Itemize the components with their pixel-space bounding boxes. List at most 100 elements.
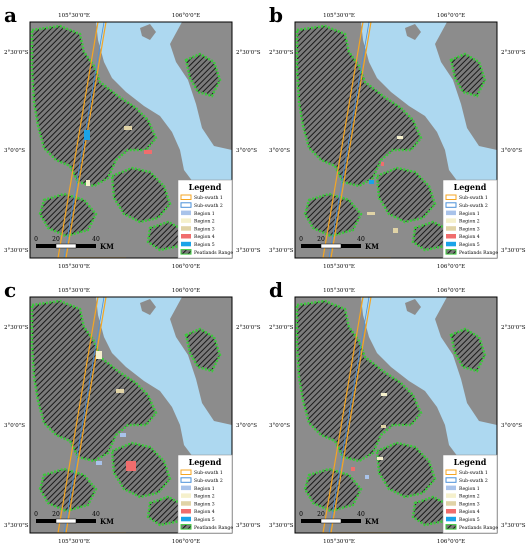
legend-swatch xyxy=(446,493,456,498)
legend-swatch xyxy=(181,241,191,247)
peatlands-range xyxy=(38,467,98,513)
legend-swatch xyxy=(446,509,456,514)
legend-swatch xyxy=(445,469,457,475)
peatlands-range xyxy=(303,467,363,513)
bottom-tick-label: 106°0'0"E xyxy=(172,539,200,545)
region-4-patch xyxy=(351,467,355,471)
legend-swatch xyxy=(181,218,191,223)
bottom-tick-label: 105°30'0"E xyxy=(58,539,90,545)
legend-swatch xyxy=(180,202,192,208)
scale-bar: 0 20 40 KM xyxy=(34,511,114,526)
scale-bar: 0 20 40 KM xyxy=(299,511,379,526)
top-tick-label: 105°30'0"E xyxy=(323,13,355,19)
scale-label: 20 xyxy=(52,236,60,243)
right-tick-label: 2°30'0"S xyxy=(501,325,526,331)
right-tick-label: 3°0'0"S xyxy=(236,423,257,429)
legend-item-label: Sub-swath 1 xyxy=(194,195,223,201)
legend-swatch xyxy=(446,218,456,223)
legend-swatch xyxy=(180,477,192,483)
panel-label: c xyxy=(4,278,16,302)
legend-swatch xyxy=(446,516,456,522)
region-2-patch xyxy=(381,393,387,396)
legend-item-label: Sub-swath 2 xyxy=(459,203,488,209)
legend-title: Legend xyxy=(454,457,487,467)
region-4-patch xyxy=(144,150,152,154)
legend: Legend Sub-swath 1 Sub-swath 2 Region 1 Reg… xyxy=(177,179,233,259)
bottom-tick-label: 106°0'0"E xyxy=(437,264,465,270)
legend-swatch xyxy=(445,202,457,208)
legend-item-label: Sub-swath 2 xyxy=(194,203,223,209)
left-tick-label: 3°30'0"S xyxy=(4,523,29,529)
map-figure: 105°30'0"E 106°0'0"E 105°30'0"E 106°0'0"… xyxy=(4,278,261,545)
bottom-tick-label: 106°0'0"E xyxy=(172,264,200,270)
small-island xyxy=(405,24,421,40)
legend-title: Legend xyxy=(189,182,222,192)
top-tick-label: 106°0'0"E xyxy=(437,288,465,294)
legend-swatch xyxy=(181,485,191,491)
bottom-tick-label: 105°30'0"E xyxy=(323,539,355,545)
top-tick-label: 106°0'0"E xyxy=(437,13,465,19)
panel-label: d xyxy=(269,278,283,302)
peatlands-range xyxy=(449,52,487,98)
peatlands-range xyxy=(110,441,172,499)
left-tick-label: 2°30'0"S xyxy=(4,325,29,331)
map-panel-b: 105°30'0"E 106°0'0"E 105°30'0"E 106°0'0"… xyxy=(265,0,529,275)
legend-item-label: Region 1 xyxy=(459,486,480,492)
peatlands-range xyxy=(295,299,423,463)
region-4-patch xyxy=(381,162,384,166)
small-island xyxy=(140,24,156,40)
legend-swatch xyxy=(181,234,191,239)
map-figure: 105°30'0"E 106°0'0"E 105°30'0"E 106°0'0"… xyxy=(269,3,526,270)
legend-item-label: Sub-swath 1 xyxy=(459,195,488,201)
legend-item-label: Sub-swath 1 xyxy=(459,470,488,476)
peatlands-range xyxy=(375,166,437,224)
scale-label: 20 xyxy=(317,236,325,243)
peatlands-range xyxy=(303,192,363,238)
legend-swatch xyxy=(445,477,457,483)
region-1-patch xyxy=(96,461,102,465)
region-1-patch xyxy=(365,475,369,479)
scale-label: 40 xyxy=(92,511,100,518)
legend-item-label: Region 3 xyxy=(194,226,215,232)
subswath-2-outline xyxy=(63,297,105,533)
bottom-tick-label: 105°30'0"E xyxy=(58,264,90,270)
left-tick-label: 2°30'0"S xyxy=(4,50,29,56)
region-3-patch xyxy=(124,126,132,130)
scale-label: 40 xyxy=(92,236,100,243)
legend-item-label: Region 4 xyxy=(459,234,480,240)
legend-item-label: Peatlands Range xyxy=(459,525,498,531)
legend-item-label: Sub-swath 1 xyxy=(194,470,223,476)
legend-swatch xyxy=(180,524,192,530)
scale-bar: 0 20 40 KM xyxy=(299,236,379,251)
top-tick-label: 106°0'0"E xyxy=(172,13,200,19)
legend-swatch xyxy=(180,194,192,200)
scale-unit: KM xyxy=(365,242,379,251)
right-tick-label: 3°0'0"S xyxy=(501,423,522,429)
region-5-patch xyxy=(84,130,90,140)
subswath-1-outline xyxy=(322,22,372,258)
left-tick-label: 3°0'0"S xyxy=(4,148,25,154)
left-tick-label: 3°0'0"S xyxy=(269,423,290,429)
legend-item-label: Region 5 xyxy=(459,517,480,523)
region-2-patch xyxy=(96,351,102,359)
region-2-patch xyxy=(397,136,403,139)
region-5-patch xyxy=(369,180,374,184)
peatlands-range xyxy=(184,52,222,98)
peatlands-range xyxy=(110,166,172,224)
legend: Legend Sub-swath 1 Sub-swath 2 Region 1 Reg… xyxy=(442,454,498,534)
legend-item-label: Region 3 xyxy=(459,501,480,507)
peatlands-range xyxy=(30,299,158,463)
map-frame xyxy=(294,296,498,534)
legend-item-label: Peatlands Range xyxy=(194,250,233,256)
panel-label: a xyxy=(4,3,17,27)
legend-item-label: Region 2 xyxy=(194,219,215,225)
top-tick-label: 106°0'0"E xyxy=(172,288,200,294)
legend-swatch xyxy=(446,485,456,491)
subswath-2-outline xyxy=(328,297,370,533)
legend-item-label: Region 5 xyxy=(459,242,480,248)
legend-swatch xyxy=(446,226,456,231)
legend-item-label: Region 1 xyxy=(194,486,215,492)
legend-swatch xyxy=(445,194,457,200)
right-tick-label: 3°30'0"S xyxy=(501,248,526,254)
legend-title: Legend xyxy=(454,182,487,192)
